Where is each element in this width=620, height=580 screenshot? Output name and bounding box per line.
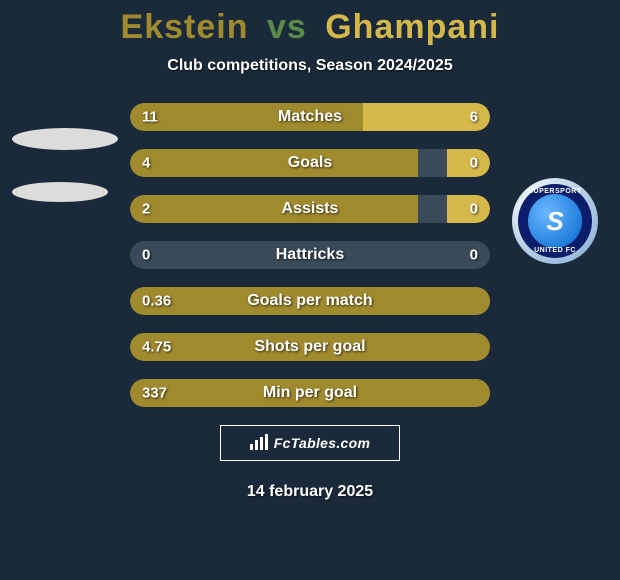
- bar-left-fill: [130, 195, 418, 223]
- bar-right-fill: [363, 103, 490, 131]
- right-club-crest: SUPERSPORT S UNITED FC: [512, 178, 598, 264]
- bar-right-fill: [447, 195, 490, 223]
- stat-row: 20Assists: [130, 195, 490, 223]
- bar-right-fill: [447, 149, 490, 177]
- page-title: Ekstein vs Ghampani: [0, 8, 620, 47]
- left-crest-shadow-2: [12, 182, 108, 202]
- chart-bars-icon: [250, 434, 268, 453]
- stat-row: 4.75Shots per goal: [130, 333, 490, 361]
- crest-logo-letter: S: [546, 206, 563, 237]
- bar-track: [130, 241, 490, 269]
- title-player2: Ghampani: [325, 8, 499, 46]
- crest-ring: SUPERSPORT S UNITED FC: [518, 184, 592, 258]
- stats-bars: 116Matches 40Goals 20Assists 00Hattricks 0.3…: [130, 103, 490, 407]
- stat-row: 337Min per goal: [130, 379, 490, 407]
- bar-left-fill: [130, 379, 490, 407]
- crest-bottom-text: UNITED FC: [518, 247, 592, 254]
- title-vs: vs: [267, 8, 307, 46]
- infographic-container: Ekstein vs Ghampani Club competitions, S…: [0, 0, 620, 580]
- stat-row: 40Goals: [130, 149, 490, 177]
- watermark-text: FcTables.com: [274, 435, 370, 451]
- subtitle: Club competitions, Season 2024/2025: [0, 57, 620, 75]
- date-text: 14 february 2025: [0, 483, 620, 501]
- stat-row: 116Matches: [130, 103, 490, 131]
- left-crest-shadow-1: [12, 128, 118, 150]
- bar-left-fill: [130, 287, 490, 315]
- bar-left-fill: [130, 103, 363, 131]
- stat-row: 0.36Goals per match: [130, 287, 490, 315]
- bar-left-fill: [130, 333, 490, 361]
- watermark-badge: FcTables.com: [220, 425, 400, 461]
- title-player1: Ekstein: [121, 8, 249, 46]
- bar-left-fill: [130, 149, 418, 177]
- crest-star-icon: S: [528, 194, 582, 248]
- stat-row: 00Hattricks: [130, 241, 490, 269]
